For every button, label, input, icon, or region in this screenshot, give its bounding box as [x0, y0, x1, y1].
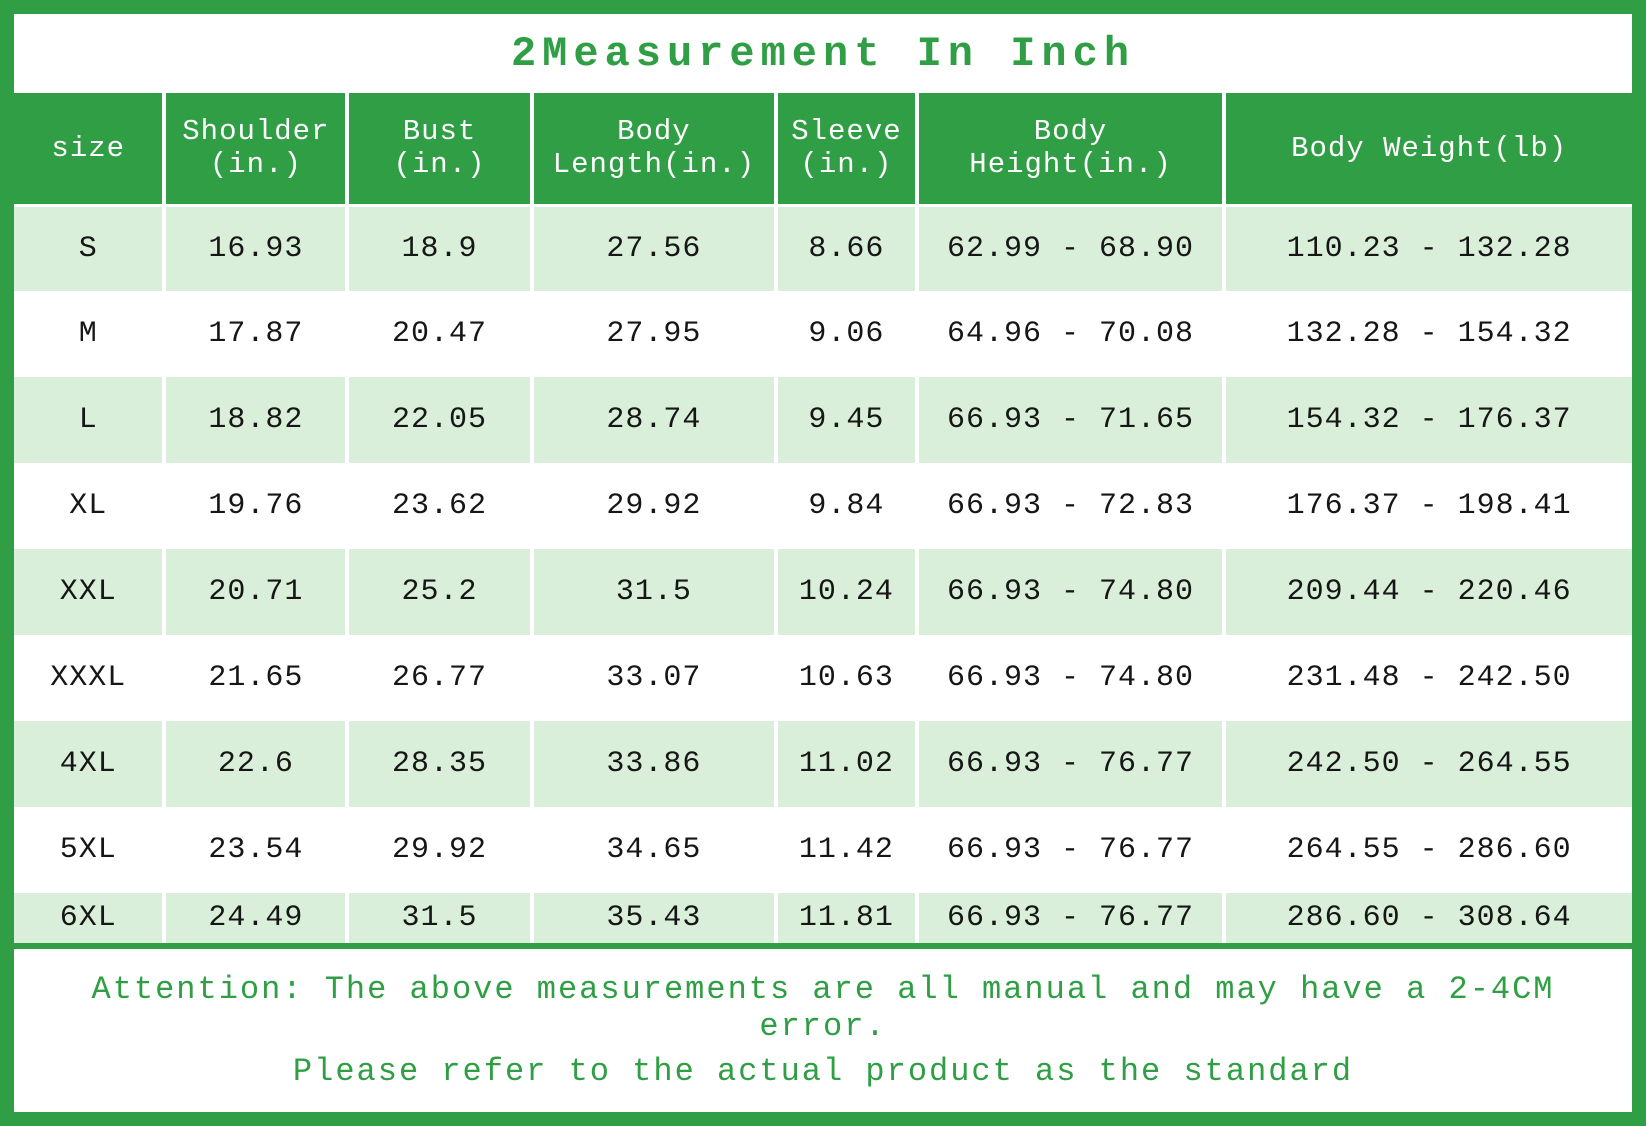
value-cell: 176.37 - 198.41 [1222, 463, 1632, 549]
value-cell: 31.5 [529, 549, 777, 635]
value-cell: 66.93 - 71.65 [914, 377, 1225, 463]
size-table-body: S 16.93 18.9 27.56 8.66 62.99 - 68.90 110.23 -… [14, 205, 1632, 943]
size-cell: XXL [59, 575, 117, 609]
header-cell-body-height: Body Height(in.) [914, 93, 1225, 207]
value-cell: 20.71 [162, 549, 348, 635]
value-cell: 11.42 [774, 807, 917, 893]
value-cell: 11.81 [774, 893, 917, 943]
value-cell: 10.24 [774, 549, 917, 635]
value-cell: 33.86 [529, 721, 777, 807]
value-cell: 27.95 [529, 291, 777, 377]
table-row: 5XL 23.54 29.92 34.65 11.42 66.93 - 76.77 264.… [14, 807, 1632, 893]
table-row: S 16.93 18.9 27.56 8.66 62.99 - 68.90 110.23 -… [14, 205, 1632, 291]
value-cell: 29.92 [345, 807, 532, 893]
value-cell: 28.74 [529, 377, 777, 463]
table-row: L 18.82 22.05 28.74 9.45 66.93 - 71.65 154.32 … [14, 377, 1632, 463]
value-cell: 264.55 - 286.60 [1222, 807, 1632, 893]
size-cell: 6XL [59, 901, 117, 935]
table-row: 6XL 24.49 31.5 35.43 11.81 66.93 - 76.77 286.6… [14, 893, 1632, 943]
header-cell-body-weight: Body Weight(lb) [1222, 93, 1632, 207]
size-cell: L [78, 403, 98, 437]
header-cell-size: size [14, 93, 165, 207]
size-cell: 5XL [59, 833, 117, 867]
size-cell: XL [69, 489, 108, 523]
attention-line-2: Please refer to the actual product as th… [292, 1053, 1354, 1090]
value-cell: 34.65 [529, 807, 777, 893]
value-cell: 24.49 [162, 893, 348, 943]
table-row: XL 19.76 23.62 29.92 9.84 66.93 - 72.83 176.37… [14, 463, 1632, 549]
value-cell: 286.60 - 308.64 [1222, 893, 1632, 943]
value-cell: 26.77 [345, 635, 532, 721]
attention-line-1: Attention: The above measurements are al… [91, 971, 1555, 1045]
header-row: size Shoulder (in.) Bust (in.) Body Leng… [14, 93, 1632, 207]
value-cell: 242.50 - 264.55 [1222, 721, 1632, 807]
value-cell: 18.9 [345, 205, 532, 291]
value-cell: 35.43 [529, 893, 777, 943]
value-cell: 22.05 [345, 377, 532, 463]
value-cell: 66.93 - 74.80 [914, 549, 1225, 635]
value-cell: 66.93 - 72.83 [914, 463, 1225, 549]
header-cell-shoulder: Shoulder (in.) [162, 93, 348, 207]
value-cell: 64.96 - 70.08 [914, 291, 1225, 377]
size-cell: XXXL [50, 661, 127, 695]
value-cell: 20.47 [345, 291, 532, 377]
value-cell: 209.44 - 220.46 [1222, 549, 1632, 635]
value-cell: 28.35 [345, 721, 532, 807]
value-cell: 17.87 [162, 291, 348, 377]
value-cell: 11.02 [774, 721, 917, 807]
value-cell: 16.93 [162, 205, 348, 291]
value-cell: 9.45 [774, 377, 917, 463]
value-cell: 10.63 [774, 635, 917, 721]
size-cell: 4XL [59, 747, 117, 781]
value-cell: 31.5 [345, 893, 532, 943]
value-cell: 25.2 [345, 549, 532, 635]
value-cell: 29.92 [529, 463, 777, 549]
value-cell: 66.93 - 74.80 [914, 635, 1225, 721]
value-cell: 66.93 - 76.77 [914, 807, 1225, 893]
table-header: size Shoulder (in.) Bust (in.) Body Leng… [14, 93, 1632, 207]
header-cell-body-length: Body Length(in.) [529, 93, 777, 207]
value-cell: 231.48 - 242.50 [1222, 635, 1632, 721]
value-cell: 18.82 [162, 377, 348, 463]
value-cell: 8.66 [774, 205, 917, 291]
value-cell: 9.84 [774, 463, 917, 549]
chart-title: 2Measurement In Inch [510, 29, 1136, 78]
value-cell: 110.23 - 132.28 [1222, 205, 1632, 291]
size-cell: M [78, 317, 98, 351]
value-cell: 21.65 [162, 635, 348, 721]
value-cell: 132.28 - 154.32 [1222, 291, 1632, 377]
value-cell: 154.32 - 176.37 [1222, 377, 1632, 463]
value-cell: 33.07 [529, 635, 777, 721]
table-row: XXXL 21.65 26.77 33.07 10.63 66.93 - 74.80 231… [14, 635, 1632, 721]
value-cell: 23.54 [162, 807, 348, 893]
table-row: 4XL 22.6 28.35 33.86 11.02 66.93 - 76.77 242.5… [14, 721, 1632, 807]
attention-note: Attention: The above measurements are al… [14, 943, 1632, 1112]
value-cell: 66.93 - 76.77 [914, 721, 1225, 807]
header-cell-sleeve: Sleeve (in.) [774, 93, 917, 207]
value-cell: 62.99 - 68.90 [914, 205, 1225, 291]
value-cell: 23.62 [345, 463, 532, 549]
size-table: size Shoulder (in.) Bust (in.) Body Leng… [14, 93, 1632, 943]
value-cell: 19.76 [162, 463, 348, 549]
value-cell: 9.06 [774, 291, 917, 377]
value-cell: 22.6 [162, 721, 348, 807]
table-row: M 17.87 20.47 27.95 9.06 64.96 - 70.08 132.28 … [14, 291, 1632, 377]
value-cell: 27.56 [529, 205, 777, 291]
header-cell-bust: Bust (in.) [345, 93, 532, 207]
table-row: XXL 20.71 25.2 31.5 10.24 66.93 - 74.80 209.44… [14, 549, 1632, 635]
value-cell: 66.93 - 76.77 [914, 893, 1225, 943]
size-cell: S [78, 231, 98, 266]
